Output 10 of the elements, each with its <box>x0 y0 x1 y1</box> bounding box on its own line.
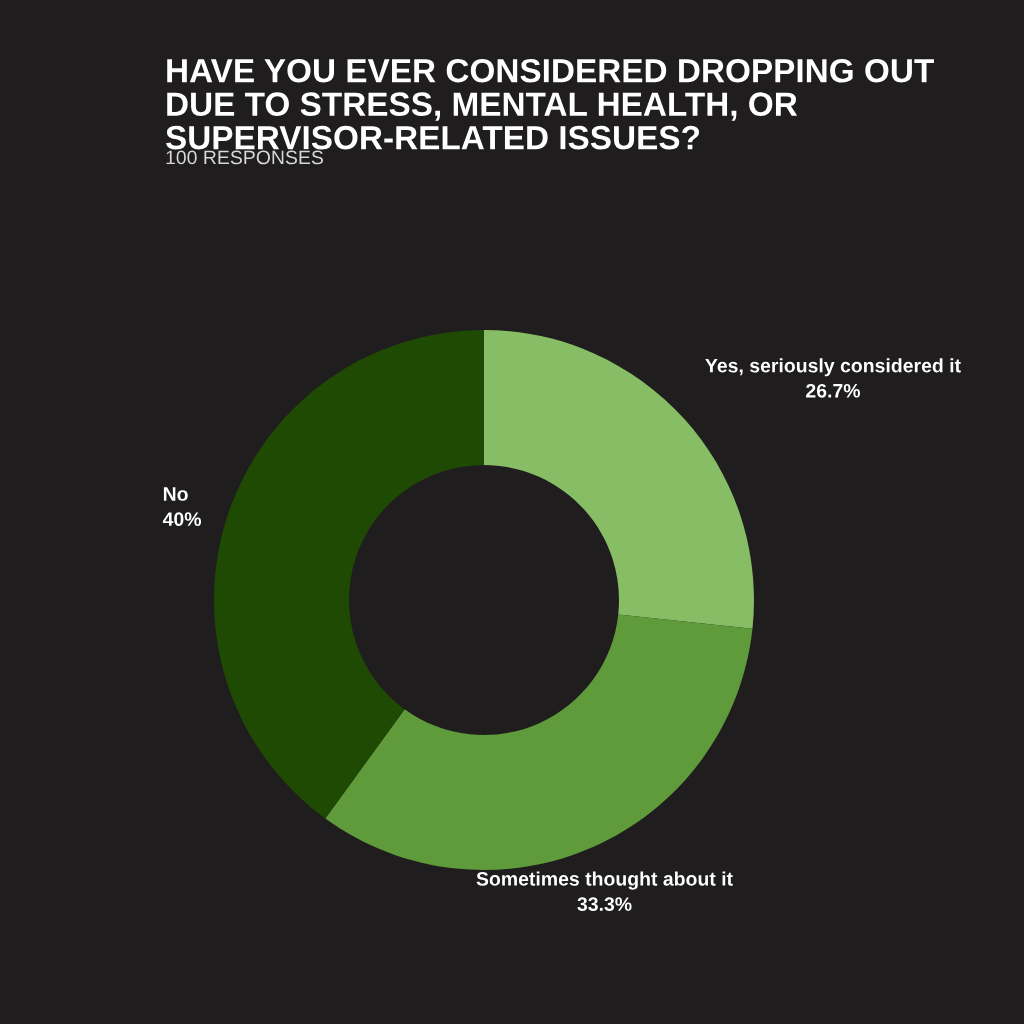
slice-label: Yes, seriously considered it <box>705 358 961 377</box>
donut-slice <box>214 330 484 819</box>
data-label: 40% <box>162 512 202 527</box>
slice-label: No <box>163 487 188 501</box>
slice-label: Sometimes thought about it <box>476 871 733 890</box>
chart-title: HAVE YOU EVER CONSIDERED DROPPING OUT DUE TO STRESS, MENTAL HEALTH, OR SUPERVISOR-RELATED ISSUES? <box>165 58 934 150</box>
data-label: 33.3% <box>577 897 632 912</box>
chart-subtitle: 100 RESPONSES <box>166 150 323 165</box>
data-label: 26.7% <box>806 383 861 398</box>
donut-slice <box>325 614 753 870</box>
